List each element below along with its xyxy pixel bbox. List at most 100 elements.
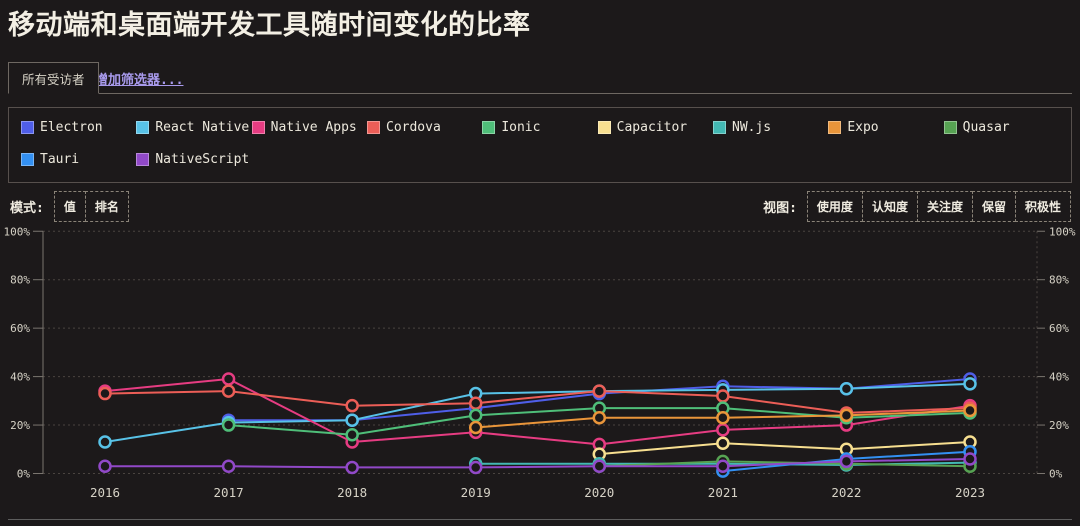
data-point[interactable] (592, 384, 607, 398)
legend-swatch (136, 153, 150, 166)
data-point[interactable] (716, 389, 730, 403)
x-axis-tick: 2022 (831, 485, 861, 500)
data-point[interactable] (345, 427, 359, 442)
x-axis-tick: 2017 (214, 485, 244, 500)
mode-label: 模式: (10, 201, 44, 216)
data-point[interactable] (963, 452, 977, 466)
data-point[interactable] (963, 377, 977, 391)
data-point[interactable] (468, 408, 483, 423)
legend-item-nativescript[interactable]: NativeScript (136, 152, 251, 167)
data-point[interactable] (221, 372, 236, 386)
mode-button-1[interactable]: 排名 (84, 191, 129, 222)
view-button-3[interactable]: 保留 (971, 191, 1016, 222)
legend-swatch (21, 121, 34, 134)
add-filter-link[interactable]: 增加筛选器... (95, 73, 184, 88)
y-axis-tick-right: 100% (1049, 225, 1076, 238)
y-axis-tick-right: 60% (1049, 322, 1069, 335)
page-title: 移动端和桌面端开发工具随时间变化的比率 (8, 10, 531, 41)
data-point[interactable] (221, 418, 236, 432)
legend-item-expo[interactable]: Expo (828, 120, 943, 135)
y-axis-tick-left: 40% (10, 371, 30, 384)
data-point[interactable] (839, 408, 854, 423)
mode-group: 模式: 值排名 (10, 191, 129, 222)
data-point[interactable] (592, 411, 607, 425)
x-axis-tick: 2018 (337, 485, 367, 500)
y-axis-tick-right: 20% (1049, 419, 1069, 432)
data-point[interactable] (963, 403, 977, 418)
legend-item-tauri[interactable]: Tauri (21, 152, 136, 167)
data-point[interactable] (716, 423, 730, 437)
legend-item-native-apps[interactable]: Native Apps (251, 120, 367, 135)
y-axis-tick-left: 100% (4, 225, 31, 238)
legend-item-nw-js[interactable]: NW.js (713, 120, 828, 135)
controls-row: 模式: 值排名 视图: 使用度 认知度 关注度 保留 积极性 (0, 191, 1080, 222)
data-point[interactable] (98, 435, 112, 449)
x-axis-tick: 2016 (90, 485, 120, 500)
legend-label: Native Apps (270, 120, 357, 135)
legend-item-electron[interactable]: Electron (21, 120, 136, 135)
data-point[interactable] (592, 459, 607, 473)
legend-label: React Native (155, 120, 250, 135)
x-axis-tick: 2019 (461, 485, 491, 500)
data-point[interactable] (221, 384, 236, 398)
y-axis-tick-left: 20% (10, 419, 30, 432)
legend-label: Expo (847, 120, 879, 135)
legend-item-ionic[interactable]: Ionic (482, 120, 597, 135)
view-label: 视图: (763, 201, 797, 216)
data-point[interactable] (468, 396, 483, 410)
y-axis-tick-left: 0% (17, 468, 31, 481)
legend-swatch (943, 121, 957, 134)
series-capacitor[interactable] (592, 435, 977, 461)
y-axis-tick-left: 80% (10, 274, 30, 287)
data-point[interactable] (221, 459, 236, 473)
data-point[interactable] (345, 398, 359, 413)
series-nativescript[interactable] (98, 452, 977, 475)
data-point[interactable] (716, 436, 730, 450)
line-chart[interactable]: 0% 0% 20% 20% 40% 40% 60% 60% 80% 80% 100% 100% 2016… (0, 225, 1080, 505)
legend-label: Capacitor (616, 120, 688, 135)
view-group: 视图: 使用度 认知度 关注度 保留 积极性 (763, 191, 1071, 222)
legend-swatch (828, 121, 842, 134)
data-point[interactable] (468, 420, 483, 435)
legend-label: Ionic (501, 120, 541, 135)
y-axis-tick-right: 40% (1049, 371, 1069, 384)
chart-legend: Electron React Native Native Apps Cordova Io… (8, 107, 1072, 183)
y-axis-tick-right: 80% (1049, 274, 1069, 287)
legend-label: Cordova (386, 120, 441, 135)
data-point[interactable] (98, 386, 112, 401)
legend-item-quasar[interactable]: Quasar (943, 120, 1059, 135)
legend-swatch (482, 121, 496, 134)
data-point[interactable] (98, 459, 112, 473)
view-button-4[interactable]: 积极性 (1014, 191, 1071, 222)
view-button-1[interactable]: 认知度 (861, 191, 918, 222)
data-point[interactable] (345, 413, 359, 427)
legend-label: Quasar (962, 120, 1010, 135)
data-point[interactable] (716, 411, 730, 425)
legend-label: NW.js (732, 120, 772, 135)
legend-item-react-native[interactable]: React Native (136, 120, 251, 135)
chart-area: 0% 0% 20% 20% 40% 40% 60% 60% 80% 80% 100% 100% 2016… (0, 225, 1080, 505)
data-point[interactable] (716, 459, 730, 473)
tab-all-respondents[interactable]: 所有受访者 (8, 62, 99, 94)
y-axis-tick-right: 0% (1049, 468, 1063, 481)
view-button-2[interactable]: 关注度 (916, 191, 973, 222)
tab-bar-divider (8, 93, 1072, 94)
x-axis-tick: 2020 (584, 485, 614, 500)
data-point[interactable] (839, 454, 854, 469)
x-axis-tick: 2021 (708, 485, 738, 500)
legend-swatch (136, 121, 150, 134)
data-point[interactable] (839, 381, 854, 396)
legend-item-capacitor[interactable]: Capacitor (597, 120, 713, 135)
view-button-0[interactable]: 使用度 (806, 191, 863, 222)
mode-button-0[interactable]: 值 (53, 191, 86, 222)
legend-item-cordova[interactable]: Cordova (367, 120, 482, 135)
bottom-divider (8, 519, 1072, 520)
legend-label: Tauri (40, 152, 80, 167)
data-point[interactable] (345, 460, 359, 475)
series-expo[interactable] (468, 403, 977, 435)
y-axis-tick-left: 60% (10, 322, 30, 335)
legend-swatch (251, 121, 265, 134)
legend-swatch (367, 121, 380, 134)
data-point[interactable] (468, 460, 483, 475)
